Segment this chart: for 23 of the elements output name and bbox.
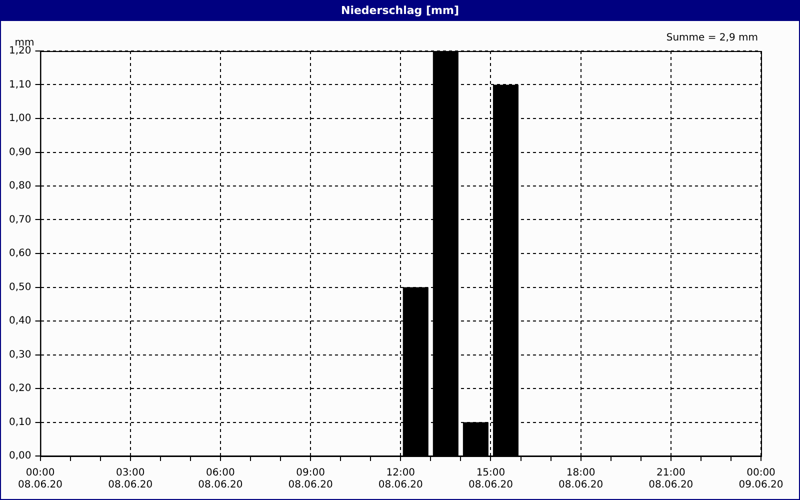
x-tick-label: 06:00 08.06.20: [198, 468, 243, 491]
y-tick-label: 0,80: [9, 180, 32, 192]
y-tick-label: 0,50: [9, 282, 32, 293]
x-tick-label: 00:00 09.06.20: [738, 468, 784, 491]
y-tick-label: 0,70: [9, 214, 32, 226]
y-tick-label: 1,00: [9, 113, 32, 124]
x-tick-label: 18:00 08.06.20: [558, 468, 604, 491]
x-tick-label: 09:00 08.06.20: [288, 468, 333, 491]
y-tick-label: 0,60: [9, 248, 32, 260]
y-tick-label: 1,10: [9, 79, 32, 90]
x-tick-label: 15:00 08.06.20: [468, 468, 513, 491]
text: Summe = 2,9 mm: [666, 32, 758, 44]
y-tick-label: 0,10: [9, 416, 32, 428]
x-tick-label: 00:00 08.06.20: [18, 468, 63, 491]
x-tick-label: 21:00 08.06.20: [648, 468, 694, 491]
y-tick-label: 0,40: [9, 316, 32, 327]
y-tick-label: 0,30: [9, 349, 32, 360]
chart-title: Niederschlag [mm]: [1, 1, 799, 21]
y-tick-label: 0,90: [9, 146, 32, 158]
x-tick-label: 12:00 08.06.20: [378, 468, 423, 491]
x-tick-label: 03:00 08.06.20: [108, 468, 153, 491]
y-tick-label: 0,20: [9, 383, 32, 394]
y-tick-label: 0,00: [9, 450, 32, 462]
